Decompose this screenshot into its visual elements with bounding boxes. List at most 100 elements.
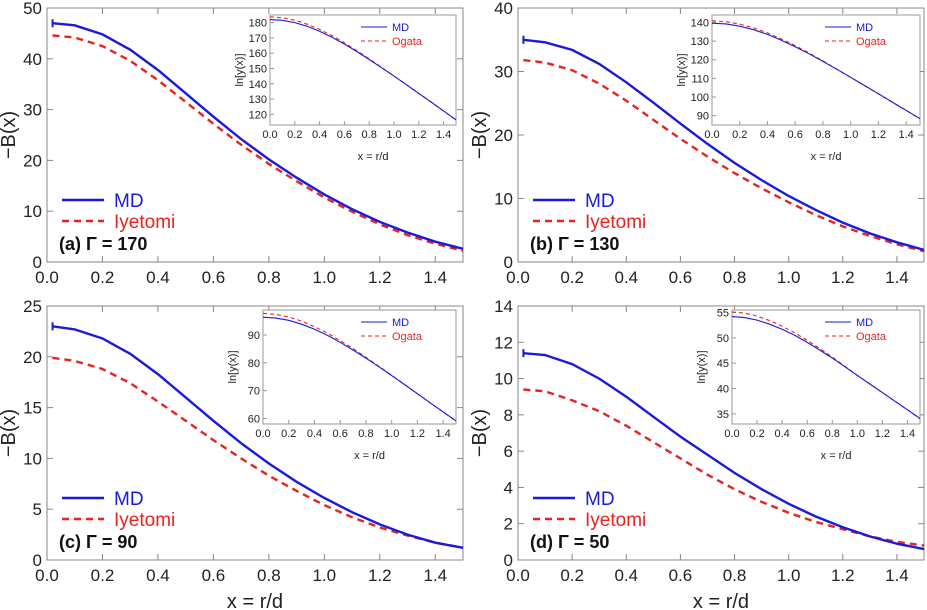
y-tick-label: 14 [494, 297, 513, 316]
inset-x-tick-label: 0.6 [337, 129, 352, 141]
y-tick-label: 0 [504, 253, 513, 272]
inset-x-tick-label: 0.0 [724, 428, 739, 440]
panel-label: (c) Γ = 90 [59, 532, 137, 552]
x-tick-label: 1.0 [313, 268, 337, 287]
inset-plot: 0.0 0.2 0.4 0.6 0.8 1.0 1.2 1.4 35 40 45 50 55 MD Ogat… [696, 308, 921, 462]
panel-1: 0.0 0.2 0.4 0.6 0.8 1.0 1.2 1.4 0 10 20 30 40 −B(x) MD… [469, 0, 925, 287]
inset-y-axis-label: ln[y(x)] [676, 54, 688, 87]
legend-md-label: MD [114, 489, 144, 510]
inset-y-tick-label: 60 [248, 413, 260, 425]
inset-x-tick-label: 0.2 [732, 129, 747, 141]
inset-x-tick-label: 1.0 [384, 428, 399, 440]
series-md-line [523, 352, 925, 551]
series-iyetomi-line [52, 356, 464, 549]
inset-x-tick-label: 0.0 [255, 428, 270, 440]
y-tick-label: 20 [23, 151, 42, 170]
x-tick-label: 1.2 [831, 566, 855, 585]
inset-x-tick-label: 0.4 [307, 428, 322, 440]
inset-x-tick-label: 0.2 [281, 428, 296, 440]
inset-x-tick-label: 1.4 [900, 428, 915, 440]
inset-plot: 0.0 0.2 0.4 0.6 0.8 1.0 1.2 1.4 60 70 80 90 MD Ogata l… [227, 309, 457, 462]
x-tick-label: 1.0 [313, 566, 337, 585]
inset-x-axis-label: x = r/d [821, 450, 852, 462]
legend-iyetomi-label: Iyetomi [114, 212, 175, 233]
y-tick-label: 30 [23, 101, 42, 120]
x-tick-label: 0.6 [202, 268, 226, 287]
inset-legend-md-label: MD [392, 317, 409, 329]
inset-y-tick-label: 40 [717, 384, 729, 396]
inset-x-axis-label: x = r/d [358, 151, 389, 163]
inset-series-md-line [262, 316, 457, 422]
inset-y-tick-label: 70 [248, 386, 260, 398]
inset-x-tick-label: 0.4 [774, 428, 789, 440]
inset-legend-ogata-label: Ogata [392, 331, 423, 343]
inset-x-tick-label: 1.0 [386, 129, 401, 141]
x-tick-label: 0.8 [723, 566, 747, 585]
inset-y-axis-label: ln[y(x)] [696, 351, 708, 384]
y-axis-label: −B(x) [469, 409, 491, 457]
y-tick-label: 10 [494, 370, 513, 389]
inset-plot: 0.0 0.2 0.4 0.6 0.8 1.0 1.2 1.4 90 100 110 120 130 14… [676, 14, 921, 163]
series-md-line [52, 325, 464, 549]
series-md-line [523, 38, 925, 252]
inset-y-tick-label: 45 [717, 358, 729, 370]
panel-2: 0.0 0.2 0.4 0.6 0.8 1.0 1.2 1.4 0 5 10 15 20 25 −B(x) x… [0, 297, 464, 610]
panel-0: 0.0 0.2 0.4 0.6 0.8 1.0 1.2 1.4 0 10 20 30 40 50 −B(x)… [0, 0, 464, 287]
inset-y-axis-label: ln[y(x)] [234, 54, 246, 87]
y-tick-label: 20 [23, 348, 42, 367]
x-tick-label: 1.2 [368, 566, 392, 585]
plot-frame [46, 305, 464, 561]
x-tick-label: 0.6 [202, 566, 226, 585]
inset-y-tick-label: 50 [717, 333, 729, 345]
x-tick-label: 0.4 [614, 268, 638, 287]
inset-x-axis-label: x = r/d [811, 151, 842, 163]
inset-x-tick-label: 1.2 [875, 428, 890, 440]
inset-y-tick-label: 170 [249, 33, 267, 45]
y-tick-label: 12 [494, 333, 513, 352]
inset-y-tick-label: 35 [717, 409, 729, 421]
inset-x-tick-label: 0.2 [287, 129, 302, 141]
inset-y-tick-label: 80 [248, 358, 260, 370]
y-tick-label: 0 [33, 253, 42, 272]
inset-legend-ogata-label: Ogata [856, 36, 887, 48]
inset-x-tick-label: 0.8 [815, 129, 830, 141]
inset-x-tick-label: 0.0 [262, 129, 277, 141]
x-tick-label: 1.2 [831, 268, 855, 287]
legend-md-label: MD [585, 191, 615, 212]
y-tick-label: 10 [494, 190, 513, 209]
x-tick-label: 0.0 [506, 268, 530, 287]
inset-x-tick-label: 0.4 [312, 129, 327, 141]
x-tick-label: 0.0 [506, 566, 530, 585]
y-tick-label: 25 [23, 297, 42, 316]
inset-x-tick-label: 1.4 [898, 129, 913, 141]
legend-iyetomi-label: Iyetomi [585, 212, 646, 233]
inset-x-tick-label: 0.8 [358, 428, 373, 440]
x-tick-label: 1.0 [777, 268, 801, 287]
y-tick-label: 20 [494, 126, 513, 145]
series-iyetomi-line [523, 58, 925, 253]
inset-y-tick-label: 130 [691, 36, 709, 48]
inset-x-tick-label: 1.0 [850, 428, 865, 440]
x-tick-label: 0.2 [560, 268, 584, 287]
y-tick-label: 0 [504, 551, 513, 570]
inset-y-tick-label: 90 [697, 111, 709, 123]
inset-x-tick-label: 0.6 [800, 428, 815, 440]
inset-frame [262, 309, 457, 425]
y-tick-label: 2 [504, 515, 513, 534]
inset-x-tick-label: 0.8 [825, 428, 840, 440]
x-tick-label: 1.2 [368, 268, 392, 287]
x-tick-label: 1.4 [423, 268, 447, 287]
x-tick-label: 0.2 [91, 268, 115, 287]
inset-y-tick-label: 120 [691, 55, 709, 67]
panel-3: 0.0 0.2 0.4 0.6 0.8 1.0 1.2 1.4 0 2 4 6 8 10 12 14 −B(x)… [469, 297, 925, 610]
inset-plot: 0.0 0.2 0.4 0.6 0.8 1.0 1.2 1.4 120 130 140 150 160 1… [234, 14, 457, 163]
inset-y-tick-label: 160 [249, 48, 267, 60]
x-tick-label: 1.0 [777, 566, 801, 585]
inset-legend-ogata-label: Ogata [856, 331, 887, 343]
legend-md-label: MD [114, 191, 144, 212]
inset-y-tick-label: 130 [249, 94, 267, 106]
inset-y-tick-label: 110 [691, 73, 709, 85]
x-tick-label: 0.6 [669, 566, 693, 585]
legend-iyetomi-label: Iyetomi [585, 510, 646, 531]
